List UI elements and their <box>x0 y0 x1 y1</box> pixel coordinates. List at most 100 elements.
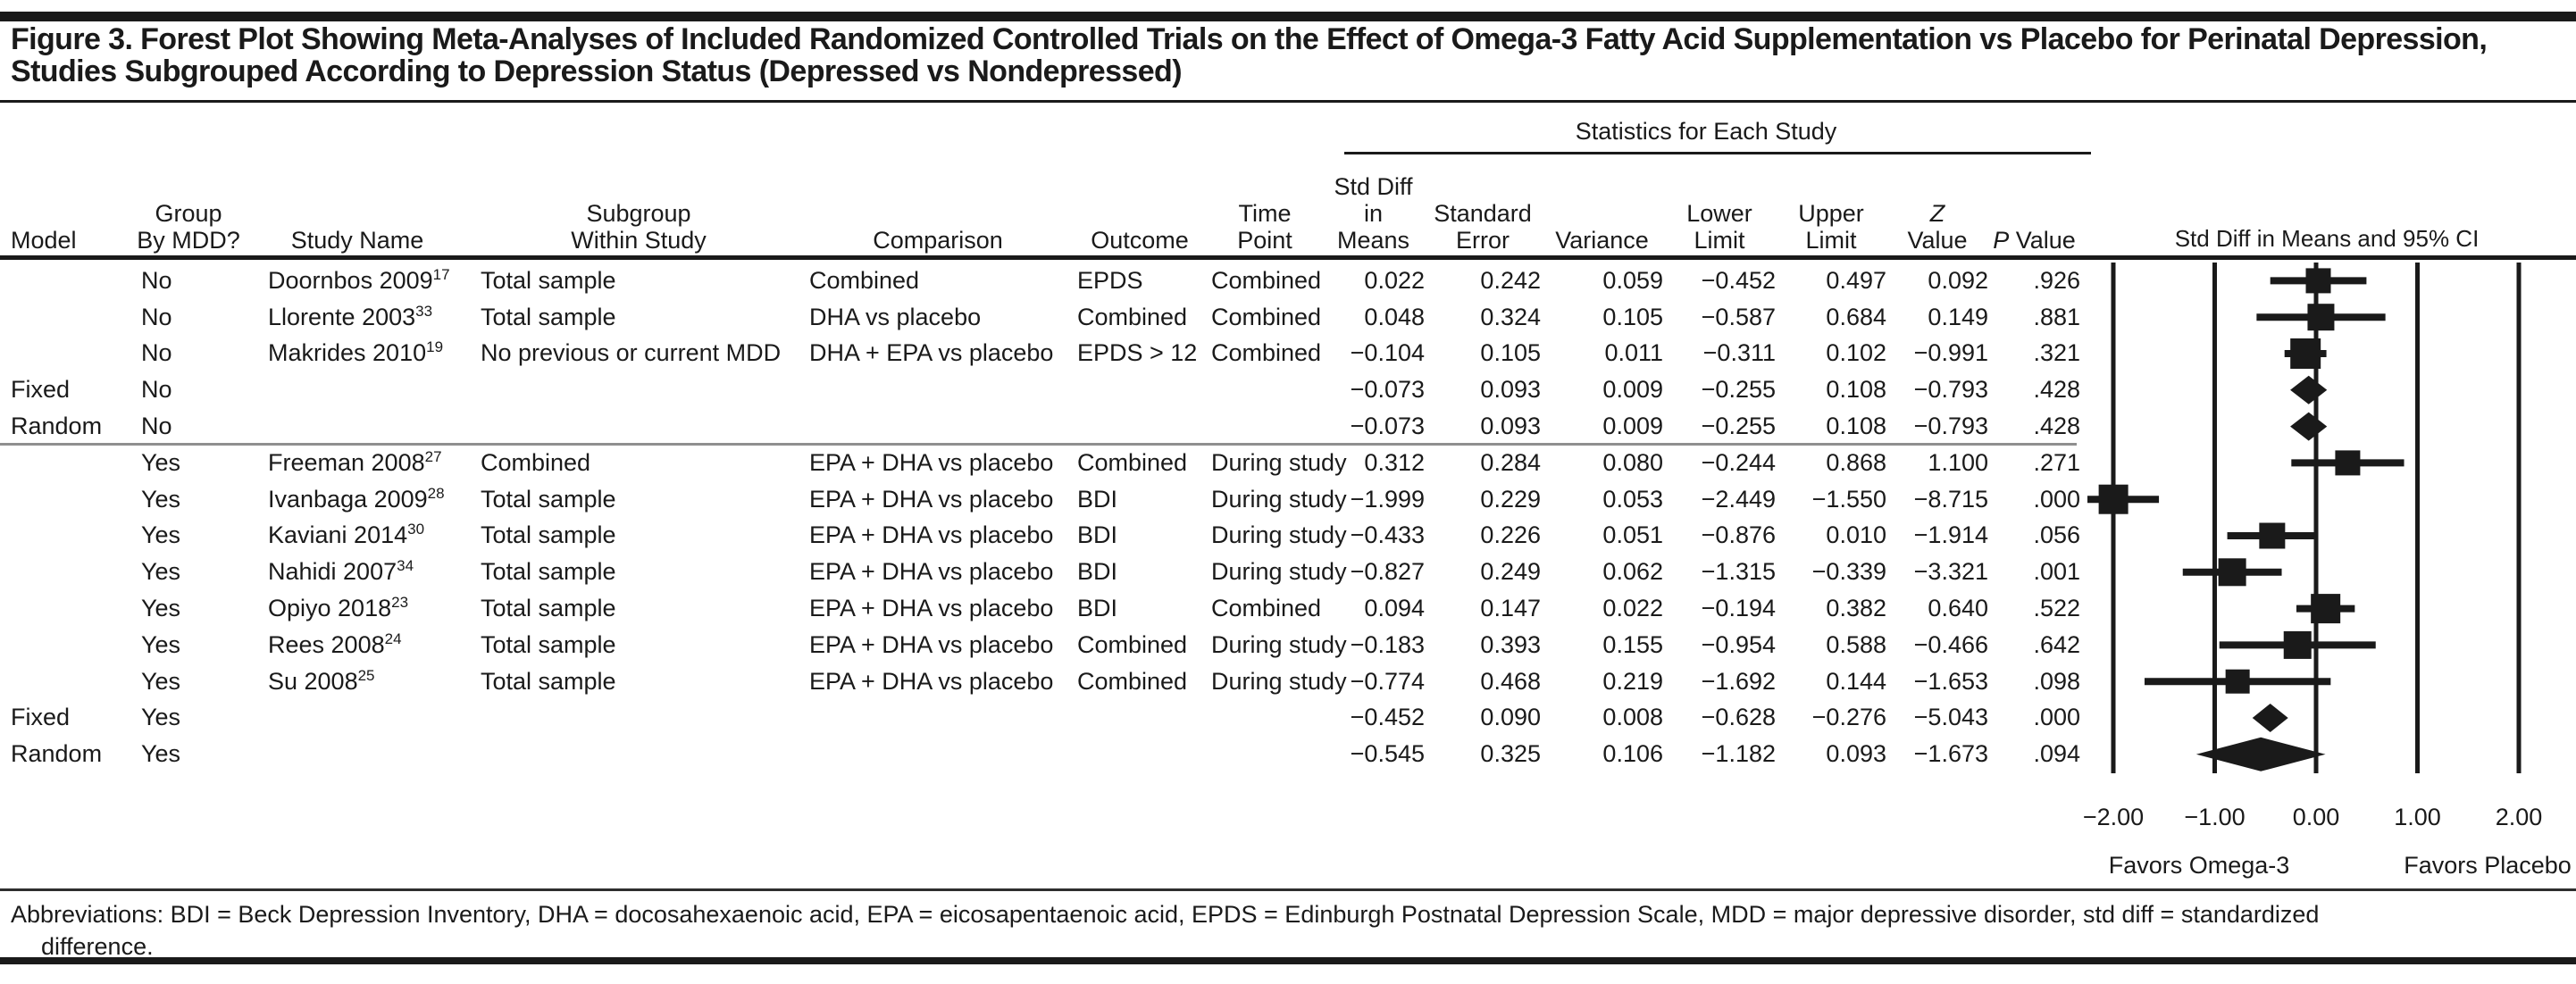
cell-subgroup: Total sample <box>481 630 616 658</box>
cell-variance: 0.009 <box>1602 376 1663 404</box>
cell-subgroup: Total sample <box>481 521 616 549</box>
forest-plot: −2.00 −1.00 0.00 1.00 2.00 Favors Omega-3 Favo… <box>2083 263 2572 879</box>
cell-time_point: During study <box>1211 448 1347 476</box>
column-header-group: Group By MDD? <box>137 200 240 254</box>
group-divider <box>0 443 2077 446</box>
cell-group: Yes <box>141 521 181 549</box>
cell-comparison: EPA + DHA vs placebo <box>809 595 1054 622</box>
top-border <box>0 12 2576 21</box>
cell-group: Yes <box>141 704 181 731</box>
cell-p: .001 <box>2033 558 2080 586</box>
cell-variance: 0.059 <box>1602 266 1663 294</box>
cell-group: No <box>141 339 172 367</box>
cell-subgroup: Total sample <box>481 485 616 513</box>
cell-mean: 0.312 <box>1364 448 1425 476</box>
cell-p: .881 <box>2033 303 2080 330</box>
effect-square <box>2283 630 2312 659</box>
cell-mean: −0.545 <box>1350 740 1425 768</box>
column-header-subgroup: Subgroup Within Study <box>571 200 707 254</box>
cell-comparison: EPA + DHA vs placebo <box>809 448 1054 476</box>
cell-variance: 0.053 <box>1602 485 1663 513</box>
cell-comparison: EPA + DHA vs placebo <box>809 558 1054 586</box>
cell-variance: 0.022 <box>1602 595 1663 622</box>
cell-mean: 0.048 <box>1364 303 1425 330</box>
cell-outcome: BDI <box>1077 485 1118 513</box>
title-rule <box>0 100 2576 103</box>
cell-outcome: Combined <box>1077 448 1188 476</box>
cell-z: −1.653 <box>1913 667 1988 695</box>
cell-variance: 0.105 <box>1602 303 1663 330</box>
cell-study: Makrides 201019 <box>268 338 444 367</box>
cell-comparison: Combined <box>809 266 920 294</box>
abbreviations-line-2: difference. <box>41 933 154 960</box>
column-header-z: Z Value <box>1907 200 1968 254</box>
cell-study: Doornbos 200917 <box>268 265 450 294</box>
cell-p: .000 <box>2033 704 2080 731</box>
cell-lower: −0.194 <box>1701 595 1776 622</box>
cell-time_point: During study <box>1211 485 1347 513</box>
cell-group: No <box>141 266 172 294</box>
cell-subgroup: No previous or current MDD <box>481 339 782 367</box>
cell-lower: −0.876 <box>1701 521 1776 549</box>
cell-model: Fixed <box>11 376 71 404</box>
column-header-study: Study Name <box>290 227 424 254</box>
cell-variance: 0.219 <box>1602 667 1663 695</box>
summary-diamond <box>2195 737 2326 771</box>
cell-group: Yes <box>141 630 181 658</box>
cell-se: 0.249 <box>1480 558 1541 586</box>
cell-lower: −0.452 <box>1701 266 1776 294</box>
cell-subgroup: Total sample <box>481 667 616 695</box>
summary-diamond <box>2290 412 2328 441</box>
cell-model: Random <box>11 413 103 440</box>
effect-square <box>2225 669 2250 694</box>
cell-p: .522 <box>2033 595 2080 622</box>
cell-z: 1.100 <box>1928 448 1988 476</box>
cell-variance: 0.011 <box>1604 339 1663 367</box>
effect-square <box>2335 450 2361 476</box>
cell-variance: 0.106 <box>1602 740 1663 768</box>
cell-lower: −0.628 <box>1701 704 1776 731</box>
figure-title: Figure 3. Forest Plot Showing Meta-Analy… <box>11 23 2488 88</box>
cell-p: .642 <box>2033 630 2080 658</box>
cell-z: −1.914 <box>1913 521 1988 549</box>
cell-z: −3.321 <box>1913 558 1988 586</box>
column-header-se: Standard Error <box>1434 200 1532 254</box>
cell-comparison: EPA + DHA vs placebo <box>809 630 1054 658</box>
cell-se: 0.325 <box>1480 740 1541 768</box>
cell-se: 0.229 <box>1480 485 1541 513</box>
cell-p: .428 <box>2033 376 2080 404</box>
cell-upper: 0.108 <box>1826 413 1886 440</box>
cell-se: 0.093 <box>1480 413 1541 440</box>
cell-time_point: During study <box>1211 558 1347 586</box>
cell-lower: −1.692 <box>1701 667 1776 695</box>
cell-variance: 0.062 <box>1602 558 1663 586</box>
cell-study: Ivanbaga 200928 <box>268 484 445 513</box>
axis-tick-label: 1.00 <box>2394 804 2441 830</box>
column-header-time_point: Time Point <box>1237 200 1292 254</box>
cell-time_point: During study <box>1211 667 1347 695</box>
cell-group: Yes <box>141 667 181 695</box>
cell-mean: −0.452 <box>1350 704 1425 731</box>
cell-variance: 0.155 <box>1602 630 1663 658</box>
cell-z: −0.466 <box>1913 630 1988 658</box>
cell-lower: −0.587 <box>1701 303 1776 330</box>
cell-mean: −1.999 <box>1350 485 1425 513</box>
cell-upper: 0.684 <box>1826 303 1886 330</box>
cell-se: 0.093 <box>1480 376 1541 404</box>
cell-outcome: EPDS <box>1077 266 1143 294</box>
cell-time_point: During study <box>1211 630 1347 658</box>
cell-lower: −0.255 <box>1701 413 1776 440</box>
cell-p: .271 <box>2033 448 2080 476</box>
cell-lower: −1.182 <box>1701 740 1776 768</box>
cell-group: Yes <box>141 485 181 513</box>
column-header-comparison: Comparison <box>873 227 1003 254</box>
effect-square <box>2218 558 2246 587</box>
cell-outcome: EPDS > 12 <box>1077 339 1198 367</box>
table-body: No Doornbos 200917 Total sample Combined EPD… <box>11 263 2080 772</box>
cell-upper: 0.010 <box>1826 521 1886 549</box>
cell-group: Yes <box>141 558 181 586</box>
cell-z: −0.793 <box>1913 376 1988 404</box>
cell-outcome: Combined <box>1077 303 1188 330</box>
effect-square <box>2305 268 2331 294</box>
favors-placebo-label: Favors Placebo <box>2404 852 2572 879</box>
